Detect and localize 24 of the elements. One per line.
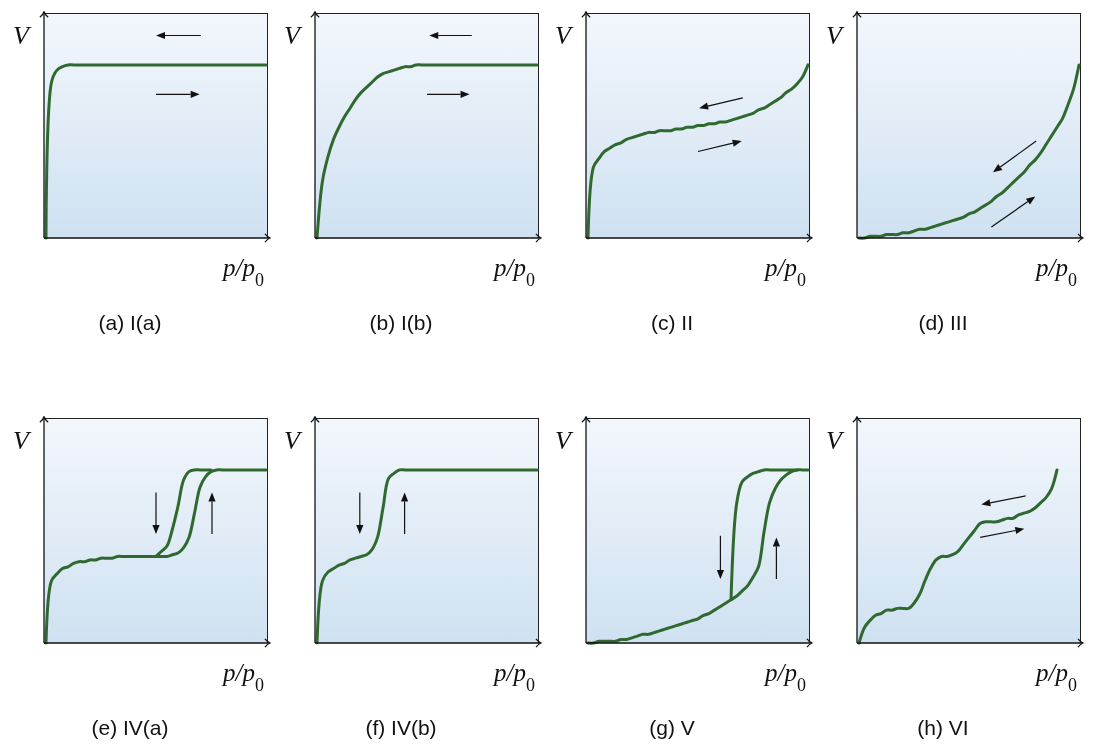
text: (f) IV(b) xyxy=(365,716,437,739)
text: (c) II xyxy=(651,311,693,334)
text: (e) IV(a) xyxy=(91,716,169,739)
x-axis-title: p/p$_{0}$ xyxy=(221,659,264,695)
text: (d) III xyxy=(918,311,968,334)
x-axis-title: p/p$_{0}$ xyxy=(1034,659,1077,695)
x-axis-title: p/p$_{0}$ xyxy=(763,659,806,695)
text: (h) VI xyxy=(917,716,969,739)
y-axis-title: V xyxy=(13,21,33,50)
y-axis-title: V xyxy=(284,426,304,455)
y-axis-title: V xyxy=(555,426,575,455)
text: (g) V xyxy=(649,716,695,739)
text: (a) I(a) xyxy=(98,311,162,334)
y-axis-title: V xyxy=(826,21,846,50)
y-axis-title: V xyxy=(555,21,575,50)
y-axis-title: V xyxy=(826,426,846,455)
x-axis-title: p/p$_{0}$ xyxy=(1034,254,1077,290)
x-axis-title: p/p$_{0}$ xyxy=(492,659,535,695)
x-axis-title: p/p$_{0}$ xyxy=(763,254,806,290)
x-axis-title: p/p$_{0}$ xyxy=(492,254,535,290)
y-axis-title: V xyxy=(13,426,33,455)
text: (b) I(b) xyxy=(369,311,433,334)
x-axis-title: p/p$_{0}$ xyxy=(221,254,264,290)
y-axis-title: V xyxy=(284,21,304,50)
